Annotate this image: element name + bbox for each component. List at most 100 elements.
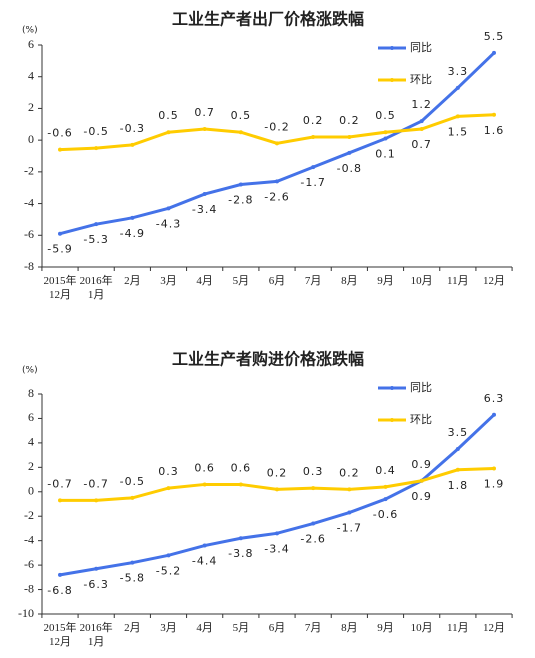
y-tick-label: -6 [24,557,34,571]
data-label: 3.5 [448,426,469,439]
legend-marker [390,418,394,422]
data-label: -5.9 [47,243,72,256]
point [238,182,243,187]
x-tick-label: 5月 [232,275,250,287]
y-tick-label: 6 [28,410,34,424]
point [275,141,279,146]
x-tick-label: 2015年 12月 [43,275,77,301]
data-label: 0.7 [194,106,215,119]
data-label: 0.7 [411,138,432,151]
point [130,215,135,220]
data-label: 1.6 [484,124,505,137]
legend-label: 同比 [410,41,432,54]
data-label: -4.3 [156,217,181,230]
point [311,134,316,139]
data-label: -1.7 [337,522,362,535]
point [419,478,424,483]
point [238,482,243,487]
point [202,482,207,487]
y-tick-label: 0 [28,484,34,498]
point [130,142,135,147]
x-tick-label: 5月 [232,622,250,634]
data-label: -4.4 [192,555,217,568]
x-tick-label: 9月 [377,275,394,287]
point [58,231,62,236]
data-label: -0.5 [120,475,145,488]
point [383,130,388,135]
point [58,498,62,503]
point [238,130,243,135]
point [202,543,207,548]
y-tick-label: 4 [28,435,34,449]
y-tick-label: 2 [28,459,34,473]
data-label: 0.5 [231,109,252,122]
data-label: -4.9 [120,227,145,240]
point [238,536,243,541]
data-label: 0.1 [375,148,396,161]
point [58,147,62,152]
legend-label: 环比 [410,413,432,426]
point [275,179,279,184]
point [492,412,496,417]
x-tick-label: 2015年 12月 [43,622,77,648]
data-label: 0.6 [231,461,252,474]
y-unit: (%) [22,26,38,36]
point [202,192,207,197]
data-label: -0.7 [47,477,72,490]
x-tick-label: 3月 [160,622,177,634]
point [275,487,279,492]
y-tick-label: 4 [28,68,34,82]
x-tick-label: 2016年 1月 [79,622,113,648]
data-label: -6.8 [47,584,72,597]
x-tick-label: 12月 [483,622,505,634]
y-unit: (%) [22,366,38,376]
point [455,85,460,90]
data-label: 1.8 [448,479,469,492]
point [492,466,496,471]
x-tick-label: 4月 [196,275,213,287]
point [166,130,171,135]
data-label: 0.3 [158,465,179,478]
point [202,127,207,132]
point [492,50,496,55]
data-label: 0.2 [339,114,360,127]
point [347,150,352,155]
data-label: 3.3 [448,65,469,78]
x-tick-label: 7月 [304,622,322,634]
y-tick-label: 0 [28,132,34,146]
point [492,112,496,117]
legend-marker [390,78,394,82]
legend-marker [390,386,394,390]
legend-marker [390,46,394,50]
x-tick-label: 10月 [410,622,433,634]
data-label: 1.2 [411,98,432,111]
legend-label: 同比 [410,381,432,394]
x-tick-label: 4月 [196,622,213,634]
data-label: 0.6 [194,461,215,474]
data-label: -1.7 [300,176,325,189]
point [419,127,424,132]
point [455,467,460,472]
point [166,486,171,491]
y-tick-label: -2 [24,164,34,178]
data-label: -0.6 [373,508,398,521]
y-tick-label: -4 [24,195,34,209]
data-label: -6.3 [83,578,108,591]
x-tick-label: 8月 [341,622,358,634]
x-tick-label: 3月 [160,275,177,287]
data-label: -0.7 [83,477,108,490]
point [347,487,352,492]
data-label: 0.2 [303,114,324,127]
point [275,531,279,536]
x-tick-label: 12月 [483,275,505,287]
point [347,510,352,515]
x-tick-label: 8月 [341,275,358,287]
data-label: 1.5 [448,125,469,138]
data-label: -5.3 [83,233,108,246]
data-label: -2.6 [264,190,289,203]
point [94,146,99,151]
point [455,447,460,451]
data-label: -0.8 [337,162,362,175]
